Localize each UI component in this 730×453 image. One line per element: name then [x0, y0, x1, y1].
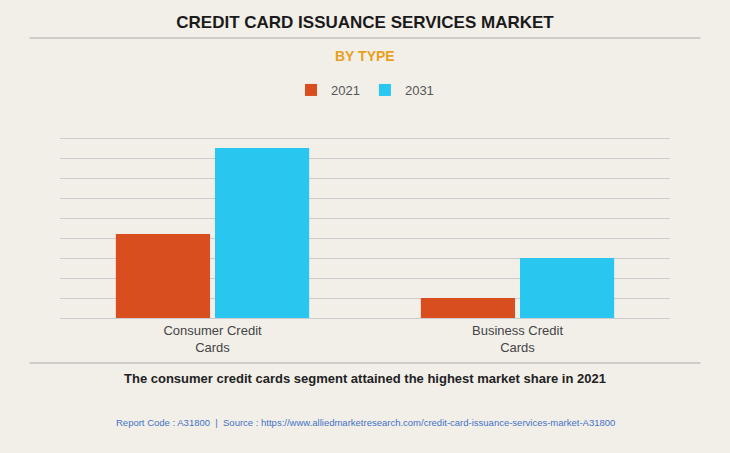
- svg-text:Consumer CreditCards: Consumer CreditCards: [163, 323, 262, 355]
- svg-text:Report Code : A31800 | Sourc: Report Code : A31800 | Source : https://…: [116, 417, 615, 428]
- svg-text:2031: 2031: [405, 83, 434, 98]
- svg-text:The consumer credit cards segm: The consumer credit cards segment attain…: [124, 371, 606, 386]
- svg-text:Business CreditCards: Business CreditCards: [472, 323, 563, 355]
- svg-text:CREDIT CARD ISSUANCE SERVICES: CREDIT CARD ISSUANCE SERVICES MARKET: [176, 13, 554, 32]
- svg-text:2021: 2021: [331, 83, 360, 98]
- svg-text:BY TYPE: BY TYPE: [335, 48, 395, 64]
